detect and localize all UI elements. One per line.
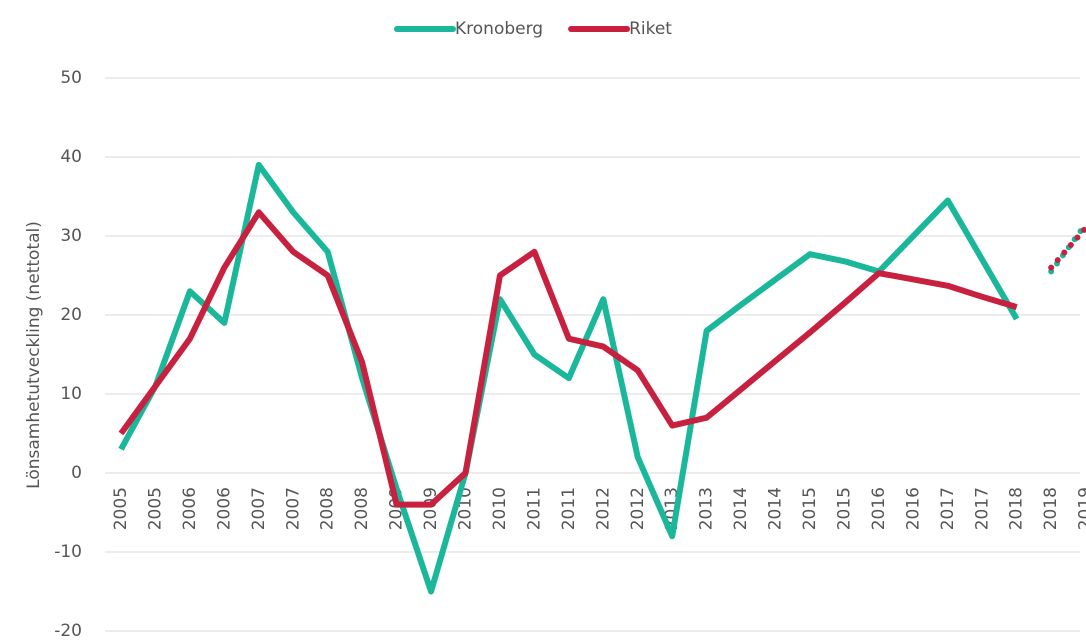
x-tick-label: 2005 xyxy=(111,487,131,530)
x-tick-label: 2006 xyxy=(180,487,200,530)
line-series-dotted xyxy=(1048,225,1086,271)
x-tick-label: 2014 xyxy=(731,487,751,530)
legend: Kronoberg Riket xyxy=(394,19,672,39)
x-tick-label: 2012 xyxy=(628,487,648,530)
y-tick-label: 40 xyxy=(60,147,82,167)
x-tick-label: 2010 xyxy=(490,487,510,530)
x-tick-label: 2016 xyxy=(869,487,889,530)
x-tick-label: 2018 xyxy=(1007,487,1027,530)
x-tick-label: 2006 xyxy=(214,487,234,530)
line-series xyxy=(118,209,1018,508)
x-tick-label: 2019 xyxy=(1076,487,1086,530)
x-tick-label: 2012 xyxy=(593,487,613,530)
y-axis-label: Lönsamhetutveckling (nettotal) xyxy=(24,221,44,489)
x-tick-label: 2005 xyxy=(145,487,165,530)
y-tick-label: -10 xyxy=(54,542,82,562)
legend-label: Kronoberg xyxy=(455,19,543,39)
legend-label: Riket xyxy=(629,19,672,39)
x-tick-label: 2007 xyxy=(249,487,269,530)
x-tick-label: 2018 xyxy=(1041,487,1061,530)
y-tick-label: 10 xyxy=(60,384,82,404)
x-tick-label: 2015 xyxy=(834,487,854,530)
x-tick-label: 2011 xyxy=(559,487,579,530)
x-tick-label: 2014 xyxy=(766,487,786,530)
x-tick-label: 2015 xyxy=(800,487,820,530)
y-tick-label: 50 xyxy=(60,68,82,88)
y-tick-label: -20 xyxy=(54,621,82,637)
line-series-dotted xyxy=(1048,221,1086,275)
y-tick-label: 30 xyxy=(60,226,82,246)
x-tick-label: 2009 xyxy=(421,487,441,530)
x-tick-label: 2008 xyxy=(318,487,338,530)
x-tick-label: 2017 xyxy=(972,487,992,530)
line-series xyxy=(118,161,1020,595)
x-tick-label: 2011 xyxy=(524,487,544,530)
y-tick-label: 0 xyxy=(71,463,82,483)
x-tick-label: 2007 xyxy=(283,487,303,530)
x-tick-label: 2017 xyxy=(938,487,958,530)
x-tick-label: 2008 xyxy=(352,487,372,530)
x-tick-label: 2016 xyxy=(903,487,923,530)
y-tick-label: 20 xyxy=(60,305,82,325)
x-tick-label: 2013 xyxy=(697,487,717,530)
